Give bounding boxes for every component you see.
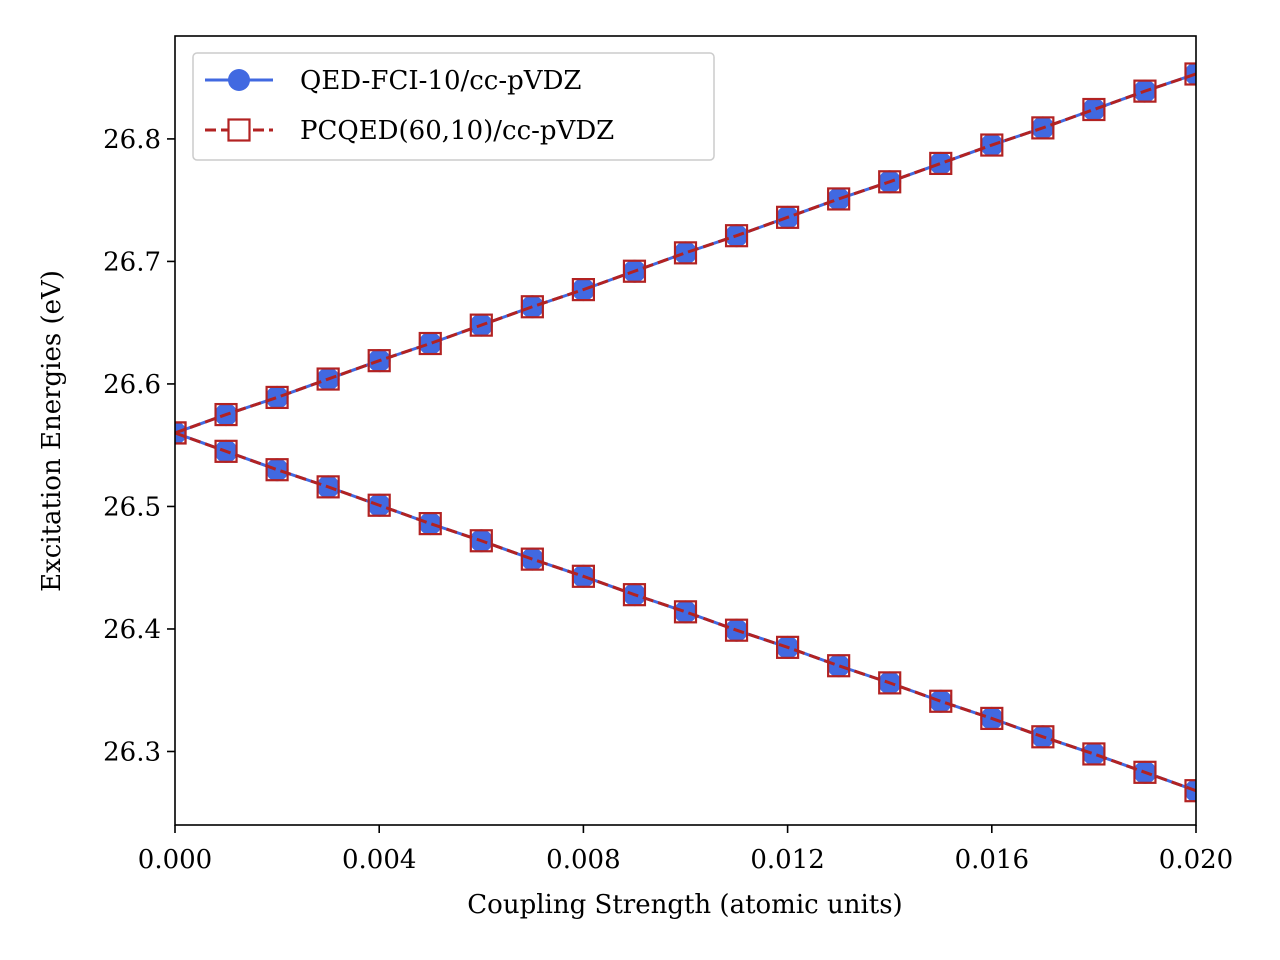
y-axis-label: Excitation Energies (eV)	[37, 270, 67, 592]
series-line-lower	[175, 431, 1196, 793]
data-point	[571, 278, 596, 302]
data-point	[827, 187, 851, 211]
data-point	[520, 547, 544, 571]
x-axis: 0.000 0.004 0.008 0.012 0.016 0.020	[138, 825, 1233, 875]
data-point	[929, 151, 953, 175]
data-point	[724, 618, 749, 642]
series-qed-fci	[175, 62, 1196, 803]
data-point	[980, 133, 1004, 157]
data-point	[520, 295, 544, 319]
data-point	[674, 241, 697, 265]
x-tick-label: 0.020	[1159, 845, 1233, 875]
data-point	[418, 331, 442, 356]
data-point	[316, 367, 340, 391]
y-tick-label: 26.6	[103, 370, 161, 400]
plot-area	[175, 62, 1196, 803]
data-point	[1082, 98, 1106, 122]
x-tick-label: 0.008	[546, 845, 620, 875]
data-point	[827, 654, 851, 678]
data-point	[1082, 97, 1106, 122]
x-tick-label: 0.004	[342, 845, 416, 875]
data-point	[673, 600, 698, 624]
data-point	[929, 689, 953, 713]
plot-frame	[174, 35, 1197, 826]
data-point	[775, 635, 800, 659]
legend-marker	[228, 69, 250, 91]
x-tick-label: 0.000	[138, 845, 212, 875]
data-point	[929, 689, 953, 713]
data-point	[980, 706, 1004, 731]
legend-marker	[227, 118, 251, 142]
data-point	[214, 402, 238, 427]
data-point	[265, 385, 289, 409]
data-point	[1184, 62, 1196, 86]
y-tick-label: 26.3	[103, 737, 161, 767]
data-point	[775, 205, 800, 229]
legend-entry: QED-FCI-10/cc-pVDZ	[205, 66, 581, 96]
data-point	[175, 421, 187, 445]
data-point	[469, 529, 493, 553]
data-point	[418, 332, 442, 356]
data-point	[1031, 725, 1055, 749]
data-point	[878, 170, 902, 194]
data-point	[929, 151, 953, 176]
data-point	[469, 313, 493, 337]
data-point	[316, 475, 340, 499]
data-point	[418, 512, 442, 536]
y-tick-label: 26.8	[103, 125, 161, 155]
data-point	[1031, 116, 1055, 140]
data-point	[1133, 79, 1157, 103]
legend-label: PCQED(60,10)/cc-pVDZ	[300, 116, 614, 146]
data-point	[724, 224, 749, 248]
legend-label: QED-FCI-10/cc-pVDZ	[300, 66, 581, 96]
data-point	[1184, 779, 1196, 803]
y-tick-label: 26.7	[103, 247, 161, 277]
data-point	[1082, 742, 1106, 766]
data-point	[622, 259, 647, 283]
data-point	[418, 512, 442, 536]
data-point	[571, 564, 596, 588]
data-point	[674, 600, 697, 624]
data-point	[214, 439, 238, 463]
x-tick-label: 0.012	[750, 845, 824, 875]
data-point	[673, 241, 698, 265]
data-point	[265, 458, 289, 482]
data-point	[1133, 760, 1157, 784]
legend-entry: PCQED(60,10)/cc-pVDZ	[205, 116, 614, 146]
data-point	[622, 583, 647, 607]
legend: QED-FCI-10/cc-pVDZ PCQED(60,10)/cc-pVDZ	[192, 52, 715, 161]
data-point	[367, 349, 391, 373]
data-point	[878, 671, 902, 695]
data-point	[367, 493, 391, 517]
data-point	[265, 385, 289, 410]
y-axis: 26.3 26.4 26.5 26.6 26.7 26.8	[103, 125, 175, 767]
series-pcqed	[175, 62, 1196, 803]
legend-box	[192, 52, 715, 161]
x-tick-label: 0.016	[955, 845, 1029, 875]
data-point	[827, 654, 851, 678]
data-point	[827, 187, 851, 211]
x-axis-label: Coupling Strength (atomic units)	[467, 890, 902, 920]
y-tick-label: 26.4	[103, 615, 161, 645]
y-tick-label: 26.5	[103, 492, 161, 522]
series-line-upper	[175, 72, 1196, 435]
data-point	[1082, 742, 1106, 766]
data-point	[265, 458, 289, 482]
